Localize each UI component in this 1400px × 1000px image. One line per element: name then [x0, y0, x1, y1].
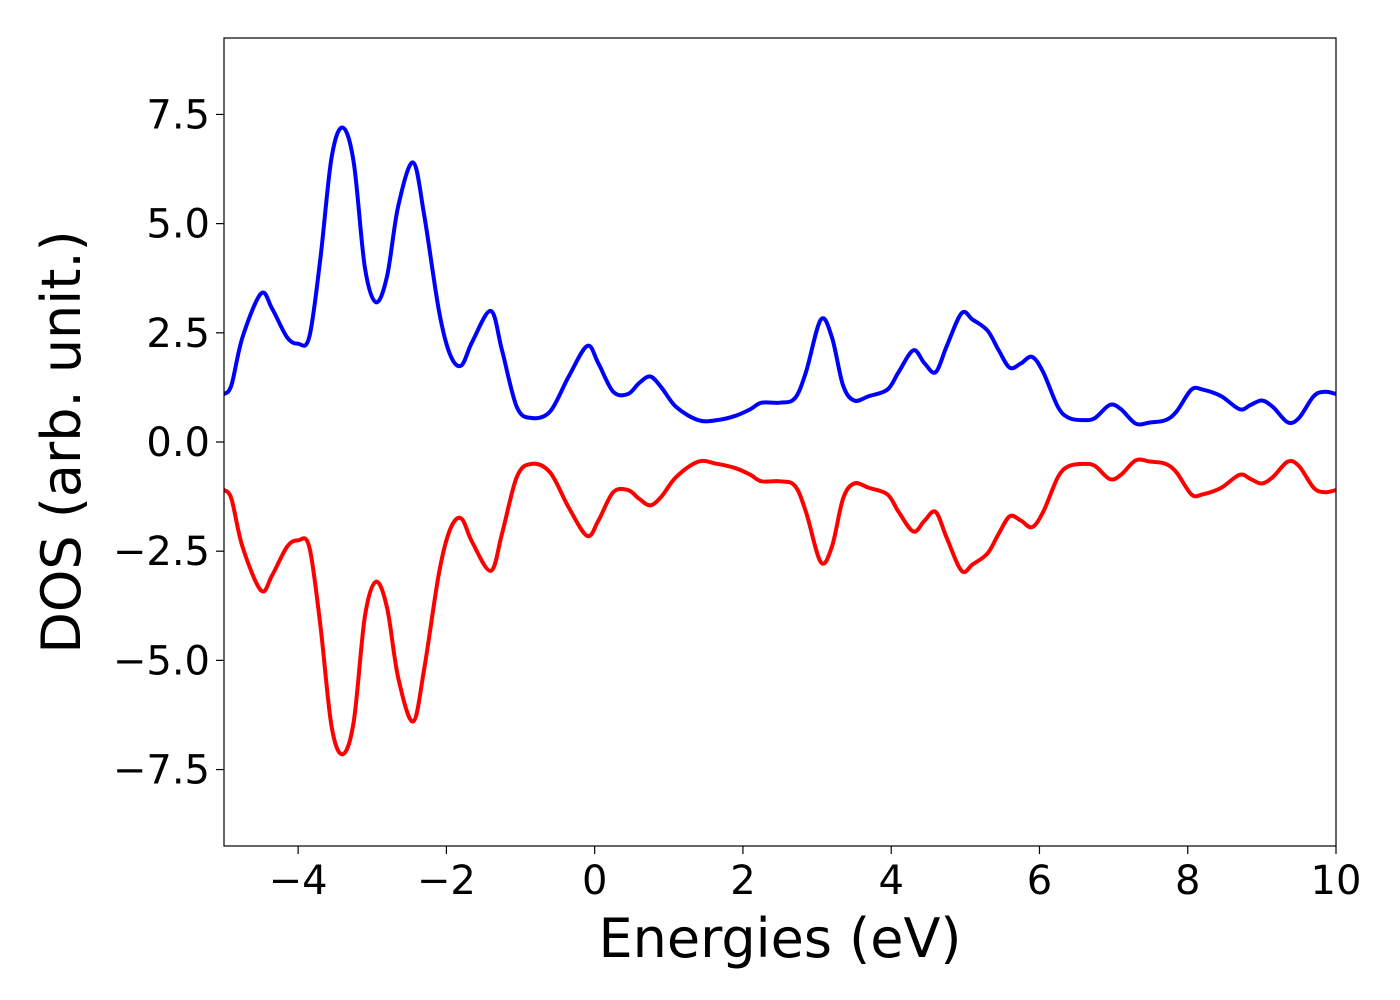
y-tick-label: −5.0: [113, 638, 210, 684]
x-tick-label: 10: [1311, 858, 1362, 904]
x-tick-label: 2: [730, 858, 755, 904]
x-tick-label: −4: [269, 858, 328, 904]
y-tick-label: −2.5: [113, 529, 210, 575]
x-tick-label: 6: [1027, 858, 1052, 904]
series-line-spin-down: [224, 457, 1336, 757]
plot-area: [223, 37, 1337, 847]
x-tick-label: 8: [1175, 858, 1200, 904]
plot-frame: [223, 37, 1337, 847]
x-axis-title: Energies (eV): [599, 907, 962, 970]
x-tick-label: 0: [582, 858, 607, 904]
y-tick-label: 7.5: [146, 92, 210, 138]
y-tick-label: −7.5: [113, 748, 210, 794]
series-line-spin-up: [224, 125, 1336, 427]
y-tick-label: 2.5: [146, 311, 210, 357]
x-axis: −4 −2 0 2 4 6 8 10: [269, 846, 1362, 904]
y-tick-label: 5.0: [146, 202, 210, 248]
series-layer: [224, 125, 1336, 757]
y-axis: −7.5 −5.0 −2.5 0.0 2.5 5.0 7.5: [113, 92, 224, 794]
y-tick-label: 0.0: [146, 420, 210, 466]
y-axis-title: DOS (arb. unit.): [30, 230, 93, 653]
x-tick-label: −2: [417, 858, 476, 904]
x-tick-label: 4: [878, 858, 903, 904]
